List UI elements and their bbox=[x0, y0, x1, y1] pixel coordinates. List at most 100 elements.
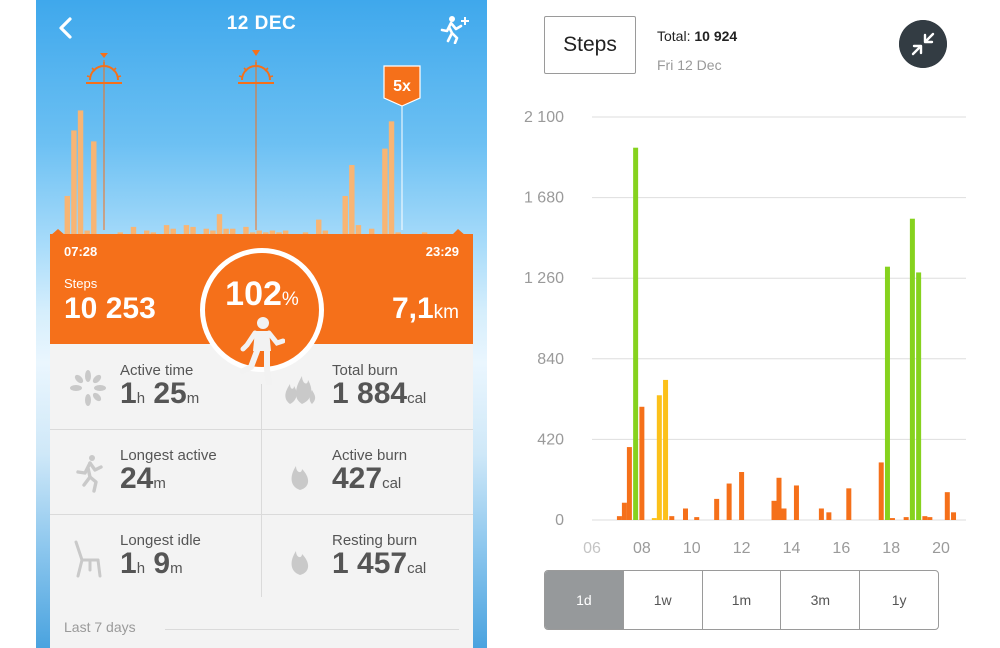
range-tab-1y[interactable]: 1y bbox=[891, 592, 907, 608]
steps-bar bbox=[916, 272, 922, 520]
mini-bar bbox=[84, 230, 90, 236]
stat-cell-total-burn[interactable]: Total burn 1 884cal bbox=[262, 344, 473, 429]
mini-bar bbox=[282, 230, 289, 236]
y-tick-label: 1 680 bbox=[524, 190, 564, 207]
stat-unit: m bbox=[153, 475, 166, 492]
mini-bar bbox=[316, 219, 322, 236]
steps-bar bbox=[826, 512, 832, 520]
y-tick-label: 420 bbox=[537, 431, 564, 448]
daily-summary-screen: 5x 12 DEC 07:28 23:29 Steps 10 253 7,1km bbox=[36, 0, 487, 648]
sunset-marker bbox=[238, 50, 274, 230]
day-start-time: 07:28 bbox=[64, 244, 98, 259]
flames-icon bbox=[285, 376, 316, 404]
stat-number: 427 bbox=[332, 462, 383, 495]
steps-bar bbox=[909, 218, 915, 520]
bars-group bbox=[616, 147, 957, 520]
mini-bar bbox=[342, 195, 348, 236]
mini-bar bbox=[91, 141, 97, 236]
steps-bar bbox=[621, 502, 627, 520]
stat-label: Longest idle bbox=[120, 532, 201, 549]
stat-unit: h bbox=[136, 390, 146, 407]
steps-bar bbox=[922, 516, 928, 520]
x-tick-label: 18 bbox=[882, 540, 900, 557]
stat-cell-active-time[interactable]: Active time 1h 25m bbox=[50, 344, 261, 429]
divider bbox=[261, 384, 262, 597]
steps-bar bbox=[626, 447, 632, 520]
y-tick-label: 0 bbox=[555, 512, 564, 529]
y-tick-label: 1 260 bbox=[524, 270, 564, 287]
stat-number: 1 bbox=[120, 377, 137, 410]
steps-bar bbox=[771, 500, 777, 520]
x-tick-label: 14 bbox=[783, 540, 801, 557]
mini-bar bbox=[130, 226, 137, 236]
stat-unit: cal bbox=[382, 475, 402, 492]
phone-header: 12 DEC bbox=[36, 0, 487, 48]
stat-number: 1 884 bbox=[332, 377, 408, 410]
chair-icon bbox=[74, 540, 102, 578]
flame-icon bbox=[291, 551, 309, 575]
stat-cell-active-burn[interactable]: Active burn 427cal bbox=[262, 429, 473, 514]
steps-bar bbox=[639, 406, 645, 520]
stat-value: 1h 25m bbox=[120, 377, 199, 411]
steps-bar bbox=[694, 517, 700, 520]
stat-cell-longest-idle[interactable]: Longest idle 1h 9m bbox=[50, 514, 261, 599]
mini-bar bbox=[349, 165, 355, 236]
date-title: 12 DEC bbox=[226, 13, 297, 34]
metric-selector-button[interactable]: Steps bbox=[544, 16, 636, 74]
x-tick-label: 10 bbox=[683, 540, 701, 557]
stat-cell-resting-burn[interactable]: Resting burn 1 457cal bbox=[262, 514, 473, 599]
steps-bar bbox=[739, 472, 745, 520]
sunrise-marker bbox=[86, 53, 122, 230]
y-tick-label: 2 100 bbox=[524, 109, 564, 126]
x-tick-label: 06 bbox=[583, 540, 601, 557]
mini-bar bbox=[203, 228, 209, 236]
steps-bar bbox=[884, 266, 890, 520]
mini-bar bbox=[144, 230, 150, 236]
steps-bar bbox=[818, 508, 824, 520]
mini-bar bbox=[269, 230, 276, 236]
last-7-days-label[interactable]: Last 7 days bbox=[64, 619, 136, 635]
stat-number: 1 457 bbox=[332, 547, 408, 580]
steps-value: 10 253 bbox=[64, 292, 156, 325]
x-tick-label: 20 bbox=[932, 540, 950, 557]
mini-bar bbox=[355, 225, 362, 236]
total-label: Total: bbox=[657, 28, 691, 44]
stat-unit: cal bbox=[407, 560, 427, 577]
range-tab-1m[interactable]: 1m bbox=[703, 571, 782, 629]
goal-percent-number: 102 bbox=[225, 275, 282, 313]
stat-label: Longest active bbox=[120, 447, 217, 464]
steps-bar bbox=[776, 477, 782, 520]
steps-bar bbox=[663, 379, 669, 520]
mini-bar bbox=[223, 228, 229, 236]
steps-bar bbox=[683, 508, 688, 520]
stat-cell-longest-active[interactable]: Longest active 24m bbox=[50, 429, 261, 514]
streak-badge[interactable]: 5x bbox=[383, 65, 421, 230]
steps-bar bbox=[726, 483, 732, 520]
mini-bar bbox=[322, 230, 329, 236]
mini-bar bbox=[368, 228, 375, 236]
goal-progress-circle[interactable]: 102% bbox=[200, 248, 324, 385]
add-activity-icon[interactable] bbox=[438, 14, 472, 44]
stat-value: 1 457cal bbox=[332, 547, 426, 581]
stat-label: Total burn bbox=[332, 362, 398, 379]
x-tick-label: 16 bbox=[832, 540, 850, 557]
back-chevron-icon[interactable] bbox=[54, 14, 78, 42]
mini-bar bbox=[64, 195, 71, 236]
x-tick-label: 08 bbox=[633, 540, 651, 557]
x-tick-label: 12 bbox=[733, 540, 751, 557]
total-steps: Total: 10 924 bbox=[657, 28, 737, 44]
range-tab-3m[interactable]: 3m bbox=[781, 571, 861, 629]
stat-number: 9 bbox=[145, 547, 171, 580]
steps-bar bbox=[656, 395, 662, 520]
stat-number: 25 bbox=[145, 377, 187, 410]
collapse-icon[interactable] bbox=[899, 20, 947, 68]
mini-bar bbox=[388, 121, 395, 236]
stat-value: 1h 9m bbox=[120, 547, 183, 581]
steps-bar bbox=[878, 462, 884, 520]
mini-bar bbox=[216, 214, 223, 236]
range-tab-1d[interactable]: 1d bbox=[545, 571, 624, 629]
distance-value: 7,1km bbox=[392, 292, 459, 326]
steps-bar bbox=[793, 485, 799, 520]
range-tab-1w[interactable]: 1w bbox=[624, 571, 703, 629]
